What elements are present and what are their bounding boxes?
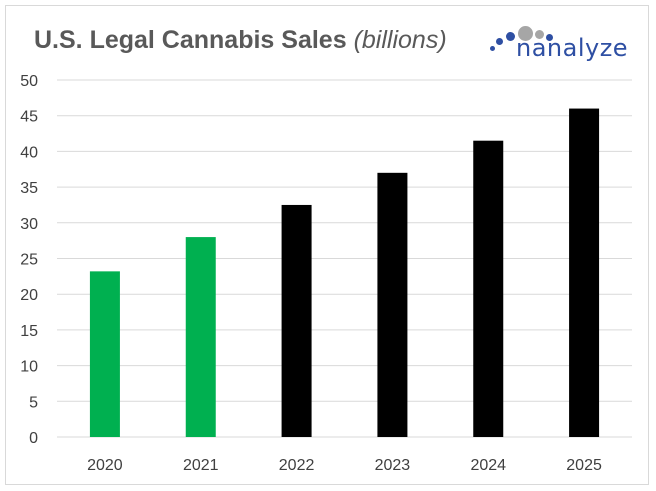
x-tick-label-2023: 2023 (375, 457, 411, 474)
y-tick-label-10: 10 (20, 359, 38, 376)
y-tick-label-15: 15 (20, 323, 38, 340)
logo-dot-6 (546, 34, 553, 41)
x-tick-label-2020: 2020 (87, 457, 123, 474)
logo-wordmark: nanalyze (516, 34, 629, 62)
logo-dot-5 (535, 30, 544, 39)
gridlines (57, 79, 632, 438)
chart-title-main: U.S. Legal Cannabis Sales (34, 26, 347, 54)
y-tick-label-50: 50 (20, 73, 38, 90)
chart-title: U.S. Legal Cannabis Sales (billions) (34, 26, 447, 55)
x-tick-label-2025: 2025 (566, 457, 602, 474)
bar-2021 (185, 237, 216, 437)
x-tick-label-2021: 2021 (183, 457, 219, 474)
y-tick-label-30: 30 (20, 216, 38, 233)
logo-dot-3 (506, 32, 515, 41)
chart-title-unit: (billions) (353, 26, 447, 54)
bar-2020 (89, 271, 120, 437)
y-tick-label-45: 45 (20, 109, 38, 126)
logo-dot-4 (518, 26, 533, 41)
y-axis-ticks: 0 5 10 15 20 25 30 35 40 45 50 (20, 73, 38, 447)
y-tick-label-25: 25 (20, 252, 38, 269)
x-tick-label-2024: 2024 (470, 457, 506, 474)
y-tick-label-40: 40 (20, 144, 38, 161)
bars (89, 108, 600, 437)
bar-2025 (569, 108, 600, 437)
nanalyze-logo: nanalyze (488, 24, 628, 68)
y-tick-label-5: 5 (29, 394, 38, 411)
x-tick-label-2022: 2022 (279, 457, 315, 474)
logo-dot-2 (496, 38, 503, 45)
bar-2024 (473, 140, 504, 437)
bar-2022 (281, 204, 312, 437)
y-tick-label-0: 0 (29, 430, 38, 447)
logo-dot-1 (490, 46, 495, 51)
bar-2023 (377, 172, 408, 437)
x-axis-ticks: 2020 2021 2022 2023 2024 2025 (87, 457, 602, 474)
y-tick-label-20: 20 (20, 287, 38, 304)
y-tick-label-35: 35 (20, 180, 38, 197)
